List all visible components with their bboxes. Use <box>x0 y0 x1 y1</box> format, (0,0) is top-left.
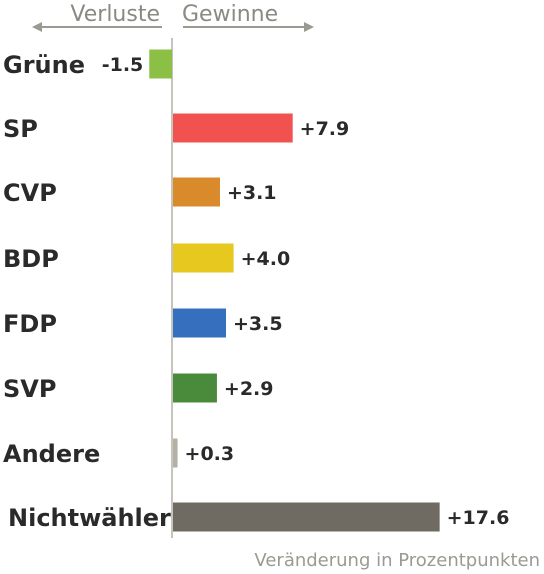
category-label-gruene: Grüne <box>3 51 85 79</box>
value-label-bdp: +4.0 <box>241 248 291 270</box>
value-label-gruene: -1.5 <box>102 54 144 76</box>
category-label-nichtwaehler: Nichtwähler <box>8 504 171 532</box>
value-label-svp: +2.9 <box>224 378 274 400</box>
value-label-nichtwaehler: +17.6 <box>447 507 510 529</box>
bar-andere <box>173 438 178 468</box>
category-label-sp: SP <box>3 115 38 143</box>
category-label-svp: SVP <box>3 375 56 403</box>
category-label-andere: Andere <box>3 440 100 468</box>
value-label-cvp: +3.1 <box>227 182 277 204</box>
bar-fdp <box>173 308 227 338</box>
value-label-fdp: +3.5 <box>233 313 283 335</box>
gains-arrow-head <box>304 22 314 32</box>
bar-gruene <box>149 49 172 79</box>
losses-arrow-head <box>32 22 42 32</box>
category-label-fdp: FDP <box>3 310 57 338</box>
value-label-andere: +0.3 <box>185 443 235 465</box>
bar-nichtwaehler <box>173 502 440 532</box>
value-label-sp: +7.9 <box>300 118 350 140</box>
legend: Verluste Gewinne <box>32 2 314 32</box>
x-axis-label: Veränderung in Prozentpunkten <box>254 550 540 571</box>
category-label-bdp: BDP <box>3 245 59 273</box>
losses-label: Verluste <box>70 2 160 27</box>
bar-bdp <box>173 243 234 273</box>
bar-cvp <box>173 177 220 207</box>
bar-sp <box>173 113 293 143</box>
category-label-cvp: CVP <box>3 179 57 207</box>
bars-group: Grüne -1.5 SP +7.9 CVP +3.1 BDP +4.0 FDP +3.5 SVP +… <box>3 49 510 532</box>
gains-label: Gewinne <box>182 2 278 27</box>
bar-svp <box>173 373 217 403</box>
